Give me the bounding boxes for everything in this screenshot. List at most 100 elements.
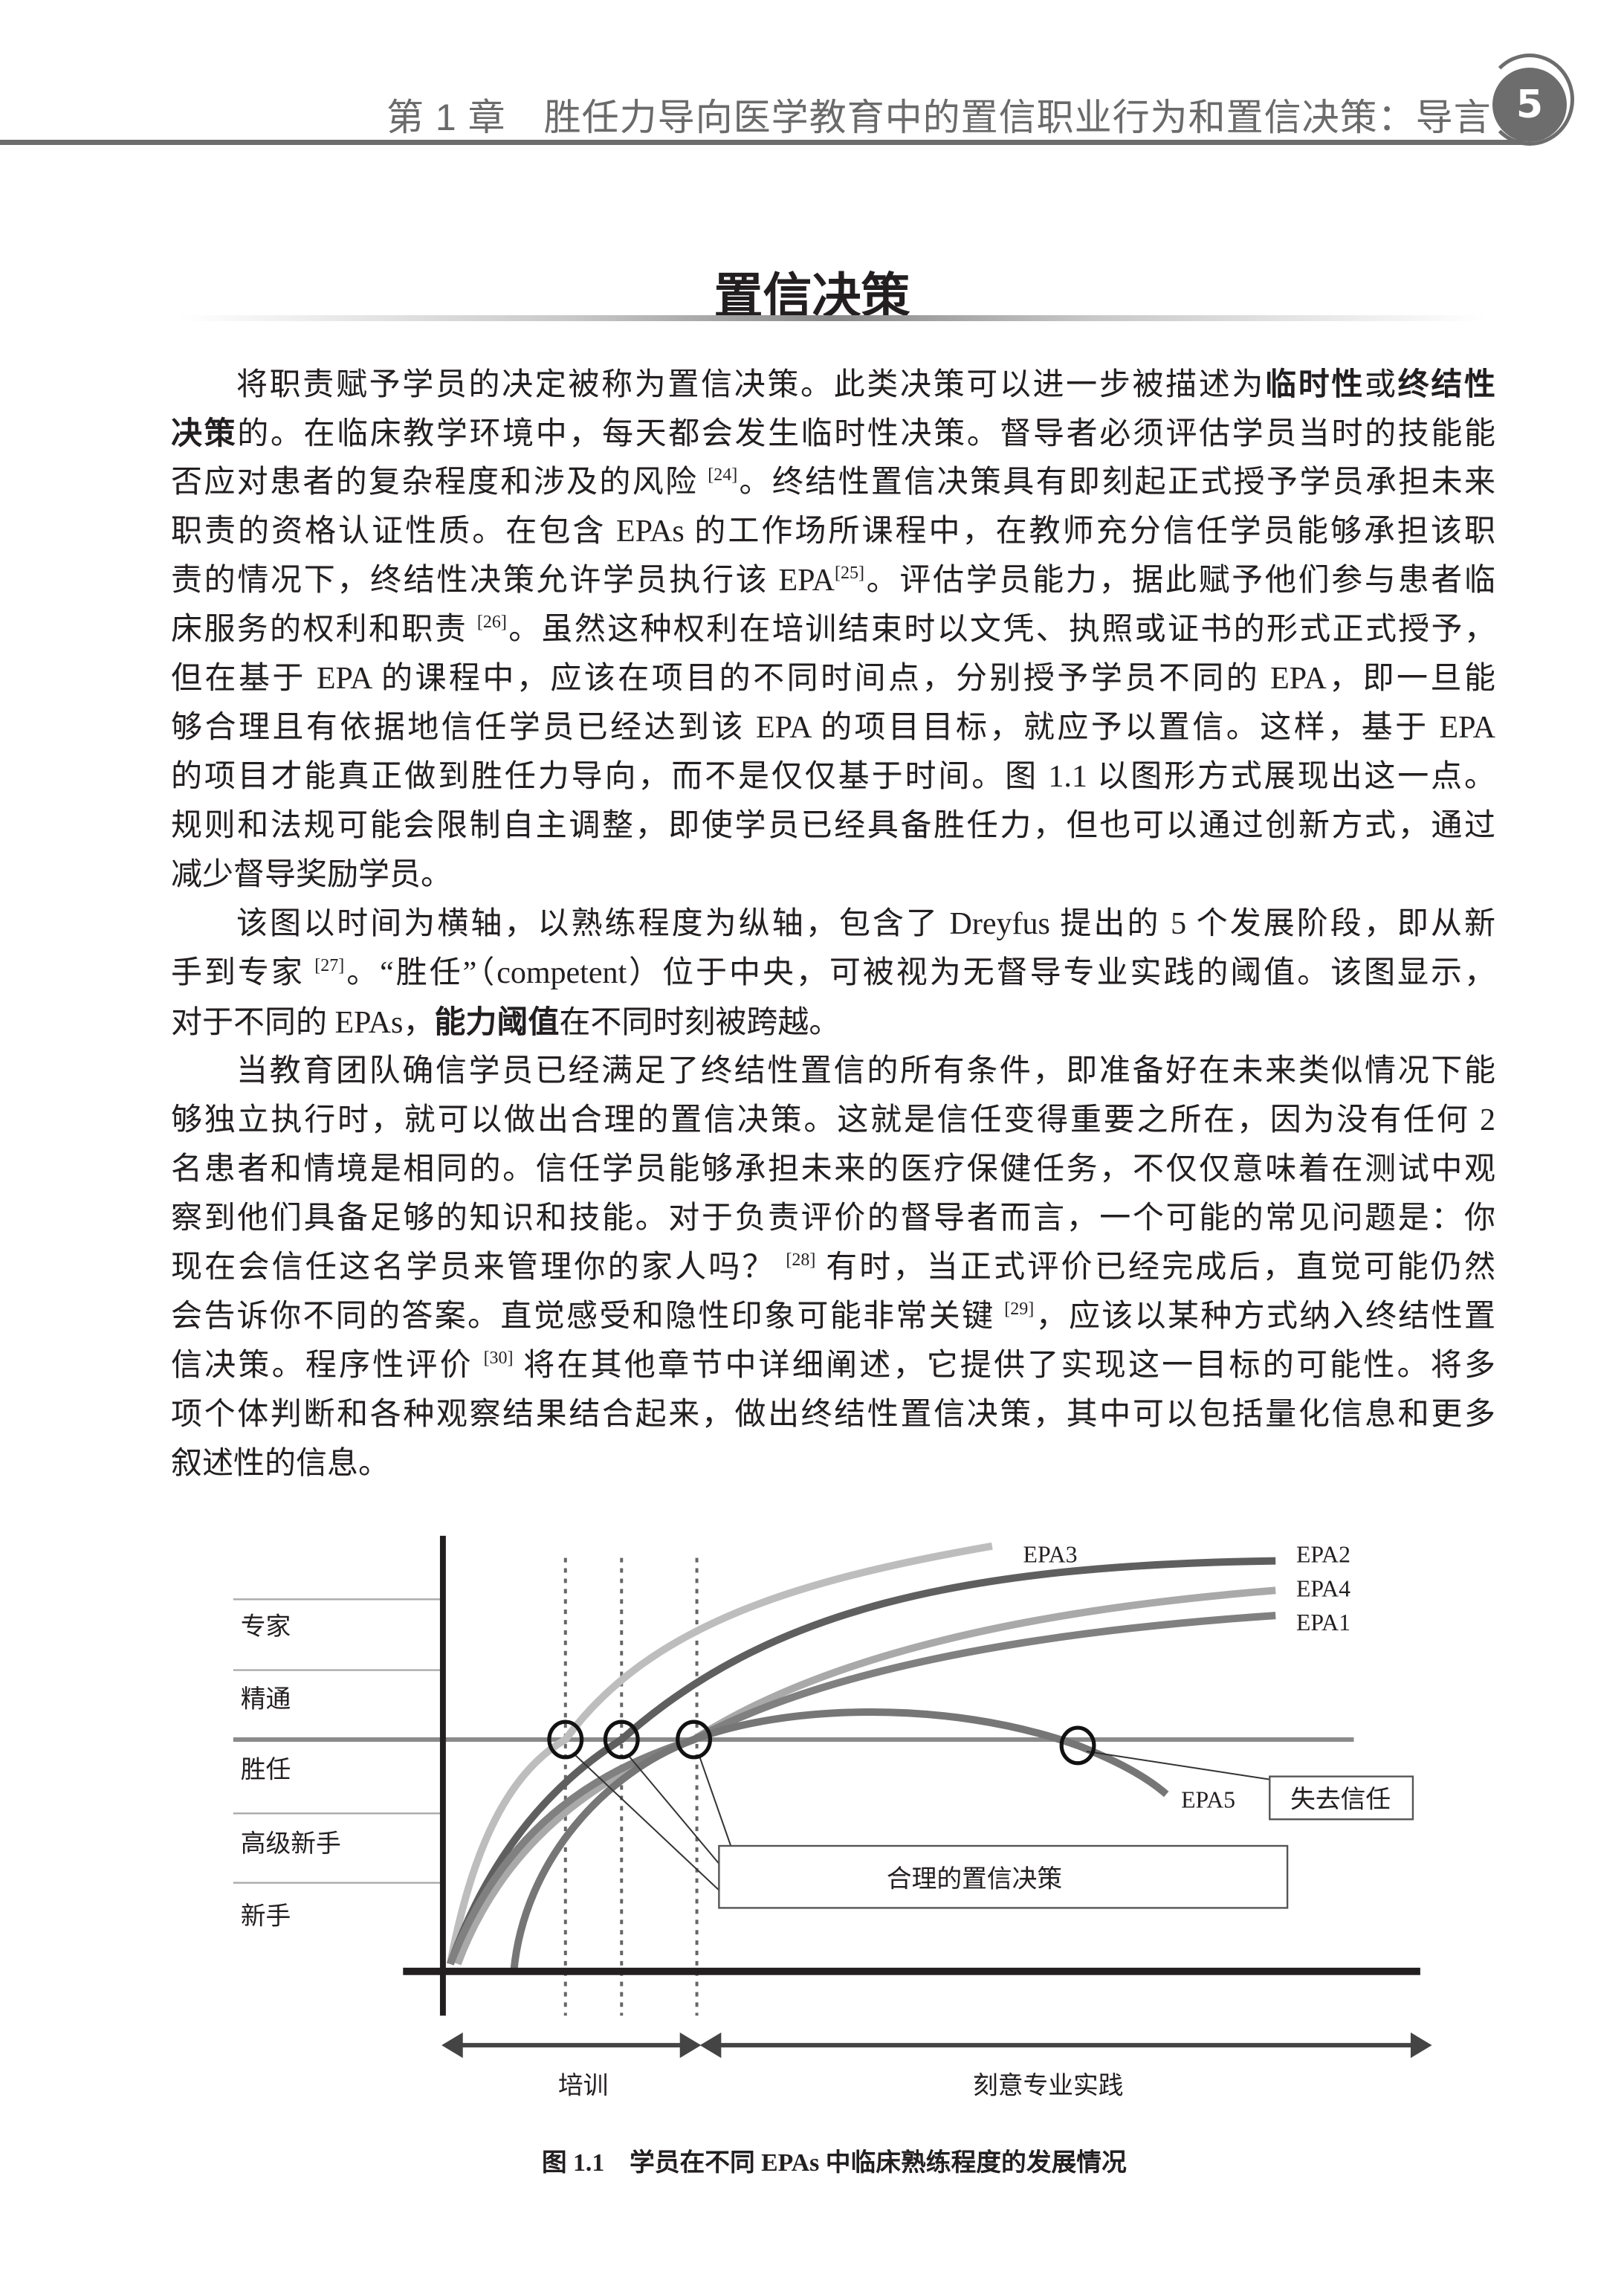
text-run: 。“胜任”（competent）位于中央，可被视为无督导专业实践的阈值。该图显示… bbox=[344, 956, 1495, 990]
text-run: 在不同时刻被跨越。 bbox=[559, 1006, 841, 1040]
text-line: 现在会信任这名学员来管理你的家人吗？ [28] 有时，当正式评价已经完成后，直觉… bbox=[171, 1243, 1495, 1292]
text-line: 手到专家 [27]。“胜任”（competent）位于中央，可被视为无督导专业实… bbox=[171, 949, 1495, 998]
text-line: 够合理且有依据地信任学员已经达到该 EPA 的项目目标，就应予以置信。这样，基于… bbox=[171, 703, 1495, 752]
body-text: 将职责赋予学员的决定被称为置信决策。此类决策可以进一步被描述为临时性或终结性 决策… bbox=[171, 360, 1495, 1488]
lost-trust-box bbox=[1269, 1775, 1414, 1821]
decision-box bbox=[718, 1844, 1289, 1909]
bold-term: 能力阈值 bbox=[434, 1004, 560, 1040]
text-run: 现在会信任这名学员来管理你的家人吗？ bbox=[171, 1250, 786, 1285]
text-line: 察到他们具备足够的知识和技能。对于负责评价的督导者而言，一个可能的常见问题是：你 bbox=[171, 1194, 1495, 1243]
text-line: 职责的资格认证性质。在包含 EPAs 的工作场所课程中，在教师充分信任学员能够承… bbox=[171, 507, 1495, 556]
text-run: 手到专家 bbox=[171, 956, 315, 990]
text-line: 当教育团队确信学员已经满足了终结性置信的所有条件，即准备好在未来类似情况下能 bbox=[171, 1047, 1495, 1096]
text-run: 但在基于 EPA 的课程中，应该在项目的不同时间点，分别授予学员不同的 EPA，… bbox=[171, 662, 1495, 696]
text-run: 否应对患者的复杂程度和涉及的风险 bbox=[171, 465, 708, 500]
text-line: 叙述性的信息。 bbox=[171, 1439, 1495, 1488]
citation-ref: [25] bbox=[835, 564, 864, 583]
text-run: 。评估学员能力，据此赋予他们参与患者临 bbox=[864, 564, 1495, 598]
level-label-competent: 胜任 bbox=[241, 1756, 291, 1784]
phase-label-training: 培训 bbox=[558, 2072, 609, 2100]
curve-epa1 bbox=[447, 1612, 1276, 1966]
page-number-badge: 5 bbox=[1492, 68, 1567, 142]
training-arrow bbox=[441, 2032, 702, 2058]
text-line: 该图以时间为横轴，以熟练程度为纵轴，包含了 Dreyfus 提出的 5 个发展阶… bbox=[171, 900, 1495, 949]
text-run: 或 bbox=[1365, 368, 1398, 402]
text-run: 的。在临床教学环境中，每天都会发生临时性决策。督导者必须评估学员当时的技能能 bbox=[237, 417, 1495, 451]
level-label-expert: 专家 bbox=[241, 1612, 291, 1641]
citation-ref: [27] bbox=[314, 956, 345, 975]
title-underline bbox=[178, 315, 1486, 321]
text-run: 该图以时间为横轴，以熟练程度为纵轴，包含了 Dreyfus 提出的 5 个发展阶… bbox=[236, 907, 1495, 941]
bold-term: 终结性 bbox=[1397, 366, 1495, 402]
leader-line bbox=[572, 1752, 720, 1891]
text-line: 信决策。程序性评价 [30] 将在其他章节中详细阐述，它提供了实现这一目标的可能… bbox=[171, 1341, 1495, 1390]
text-run: 责的情况下，终结性决策允许学员执行该 EPA bbox=[171, 564, 835, 598]
text-run: 信决策。程序性评价 bbox=[171, 1349, 484, 1383]
series-label-epa2: EPA2 bbox=[1296, 1542, 1350, 1568]
leader-line bbox=[699, 1757, 732, 1847]
bold-term: 决策 bbox=[171, 415, 238, 451]
citation-ref: [29] bbox=[1004, 1299, 1035, 1319]
text-line: 的项目才能真正做到胜任力导向，而不是仅仅基于时间。图 1.1 以图形方式展现出这… bbox=[171, 752, 1495, 801]
text-line: 责的情况下，终结性决策允许学员执行该 EPA[25]。评估学员能力，据此赋予他们… bbox=[171, 556, 1495, 605]
text-line: 会告诉你不同的答案。直觉感受和隐性印象可能非常关键 [29]，应该以某种方式纳入… bbox=[171, 1292, 1495, 1341]
leader-line bbox=[627, 1754, 720, 1864]
bold-term: 临时性 bbox=[1265, 366, 1365, 402]
leader-line bbox=[1086, 1750, 1270, 1780]
text-run: 将职责赋予学员的决定被称为置信决策。此类决策可以进一步被描述为 bbox=[236, 368, 1266, 402]
text-run: 有时，当正式评价已经完成后，直觉可能仍然 bbox=[815, 1250, 1495, 1285]
text-run: 对于不同的 EPAs， bbox=[171, 1006, 435, 1040]
text-run: 的项目才能真正做到胜任力导向，而不是仅仅基于时间。图 1.1 以图形方式展现出这… bbox=[171, 760, 1495, 794]
text-line: 对于不同的 EPAs，能力阈值在不同时刻被跨越。 bbox=[171, 998, 1495, 1047]
text-line: 将职责赋予学员的决定被称为置信决策。此类决策可以进一步被描述为临时性或终结性 bbox=[171, 360, 1495, 409]
level-label-proficient: 精通 bbox=[241, 1685, 291, 1713]
text-line: 床服务的权利和职责 [26]。虽然这种权利在培训结束时以文凭、执照或证书的形式正… bbox=[171, 605, 1495, 654]
curve-epa2 bbox=[447, 1557, 1276, 1966]
text-run: 叙述性的信息。 bbox=[171, 1447, 390, 1481]
series-label-epa5: EPA5 bbox=[1181, 1786, 1235, 1812]
text-line: 项个体判断和各种观察结果结合起来，做出终结性置信决策，其中可以包括量化信息和更多 bbox=[171, 1390, 1495, 1439]
running-header-title: 第 1 章 胜任力导向医学教育中的置信职业行为和置信决策：导言 bbox=[386, 97, 1492, 138]
figure-caption: 图 1.1 学员在不同 EPAs 中临床熟练程度的发展情况 bbox=[542, 2148, 1127, 2177]
text-run: 将在其他章节中详细阐述，它提供了实现这一目标的可能性。将多 bbox=[513, 1349, 1495, 1383]
curve-epa5 bbox=[510, 1708, 1169, 1972]
text-run: 。虽然这种权利在培训结束时以文凭、执照或证书的形式正式授予， bbox=[506, 613, 1495, 647]
practice-arrow bbox=[699, 2032, 1432, 2058]
decision-point-circle bbox=[676, 1719, 713, 1760]
citation-ref: [24] bbox=[708, 465, 738, 485]
lost-trust-label: 失去信任 bbox=[1290, 1785, 1391, 1813]
curve-epa3 bbox=[446, 1542, 993, 1965]
decision-point-circle bbox=[547, 1719, 584, 1760]
citation-ref: [26] bbox=[476, 613, 507, 632]
text-line: 减少督导奖励学员。 bbox=[171, 850, 1495, 900]
text-run: 职责的资格认证性质。在包含 EPAs 的工作场所课程中，在教师充分信任学员能够承… bbox=[171, 514, 1495, 549]
text-run: 名患者和情境是相同的。信任学员能够承担未来的医疗保健任务，不仅仅意味着在测试中观 bbox=[171, 1152, 1495, 1186]
text-run: 减少督导奖励学员。 bbox=[171, 858, 453, 892]
text-run: 床服务的权利和职责 bbox=[171, 613, 477, 647]
citation-ref: [28] bbox=[786, 1250, 816, 1270]
text-run: 会告诉你不同的答案。直觉感受和隐性印象可能非常关键 bbox=[171, 1299, 1005, 1334]
text-run: 规则和法规可能会限制自主调整，即使学员已经具备胜任力，但也可以通过创新方式，通过 bbox=[171, 809, 1495, 843]
series-label-epa4: EPA4 bbox=[1296, 1575, 1350, 1601]
text-run: 项个体判断和各种观察结果结合起来，做出终结性置信决策，其中可以包括量化信息和更多 bbox=[171, 1398, 1495, 1432]
header-rule bbox=[0, 140, 1524, 145]
text-run: 当教育团队确信学员已经满足了终结性置信的所有条件，即准备好在未来类似情况下能 bbox=[236, 1054, 1495, 1088]
decision-label: 合理的置信决策 bbox=[887, 1865, 1062, 1893]
phase-label-practice: 刻意专业实践 bbox=[973, 2072, 1124, 2100]
level-label-advanced-beginner: 高级新手 bbox=[241, 1830, 341, 1858]
text-line: 决策的。在临床教学环境中，每天都会发生临时性决策。督导者必须评估学员当时的技能能 bbox=[171, 409, 1495, 458]
text-line: 但在基于 EPA 的课程中，应该在项目的不同时间点，分别授予学员不同的 EPA，… bbox=[171, 654, 1495, 703]
text-run: 。终结性置信决策具有即刻起正式授予学员承担未来 bbox=[737, 465, 1495, 500]
series-label-epa1: EPA1 bbox=[1296, 1609, 1350, 1635]
text-run: ，应该以某种方式纳入终结性置 bbox=[1034, 1299, 1495, 1334]
text-run: 够独立执行时，就可以做出合理的置信决策。这就是信任变得重要之所在，因为没有任何 … bbox=[171, 1103, 1495, 1137]
lost-trust-point-circle bbox=[1059, 1725, 1096, 1766]
citation-ref: [30] bbox=[483, 1349, 514, 1368]
level-label-novice: 新手 bbox=[241, 1902, 291, 1930]
text-line: 够独立执行时，就可以做出合理的置信决策。这就是信任变得重要之所在，因为没有任何 … bbox=[171, 1096, 1495, 1145]
text-line: 规则和法规可能会限制自主调整，即使学员已经具备胜任力，但也可以通过创新方式，通过 bbox=[171, 801, 1495, 850]
series-label-epa3: EPA3 bbox=[1023, 1542, 1078, 1568]
page-number-ring bbox=[1485, 54, 1574, 146]
